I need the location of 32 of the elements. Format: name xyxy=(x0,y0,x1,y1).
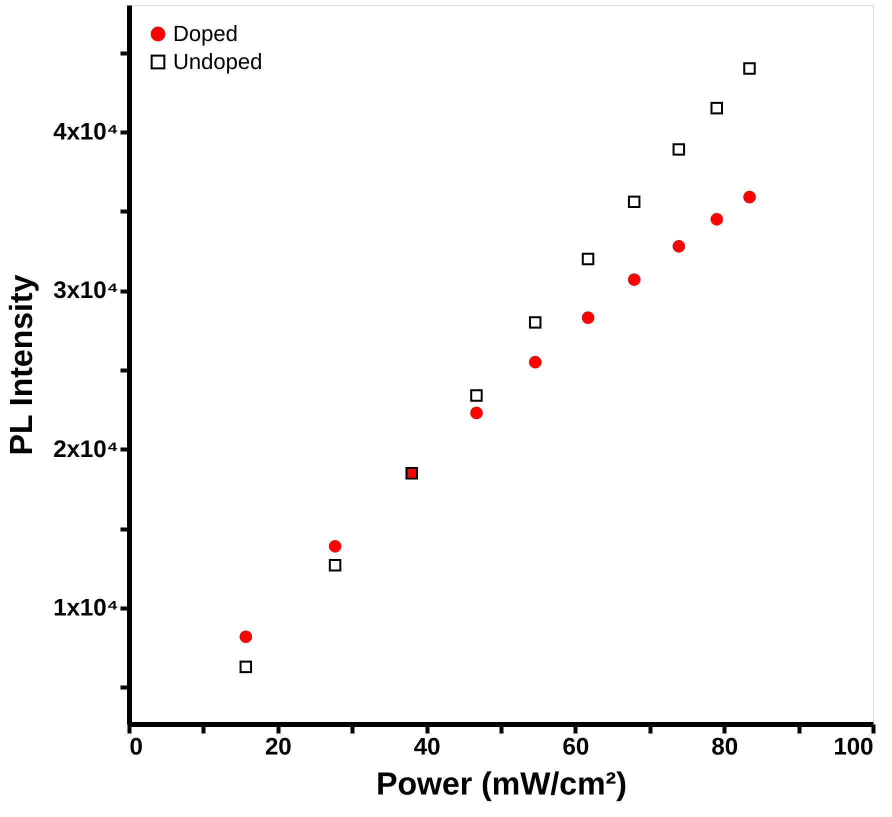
legend-label: Doped xyxy=(173,21,238,46)
point xyxy=(582,252,594,266)
point xyxy=(470,406,483,420)
legend-label: Undoped xyxy=(173,49,262,74)
x-tick-label: 20 xyxy=(264,734,292,760)
point xyxy=(628,273,640,286)
y-tick-label: 2x10⁴ xyxy=(53,436,118,463)
point xyxy=(743,190,756,204)
y-tick-label: 1x10⁴ xyxy=(53,594,118,622)
point xyxy=(710,102,724,114)
point xyxy=(628,196,640,208)
x-tick-label: 80 xyxy=(711,734,738,760)
point xyxy=(240,660,252,674)
y-tick-label: 3x10⁴ xyxy=(53,277,118,304)
point xyxy=(743,62,756,75)
y-tick-label: 4x10⁴ xyxy=(53,118,118,146)
y-axis-title: PL Intensity xyxy=(3,274,40,456)
x-tick-label: 0 xyxy=(130,734,143,760)
point xyxy=(582,311,594,324)
point xyxy=(528,356,542,368)
point xyxy=(672,240,686,252)
x-tick-label: 40 xyxy=(414,734,440,760)
point xyxy=(328,559,342,572)
x-tick-label: 60 xyxy=(562,734,590,760)
x-tick-label: 100 xyxy=(833,734,874,760)
point xyxy=(528,316,542,329)
point xyxy=(470,389,483,402)
point xyxy=(672,143,686,156)
point xyxy=(240,630,252,643)
point xyxy=(328,540,342,552)
point xyxy=(710,213,724,226)
x-axis-title: Power (mW/cm²) xyxy=(376,766,627,802)
